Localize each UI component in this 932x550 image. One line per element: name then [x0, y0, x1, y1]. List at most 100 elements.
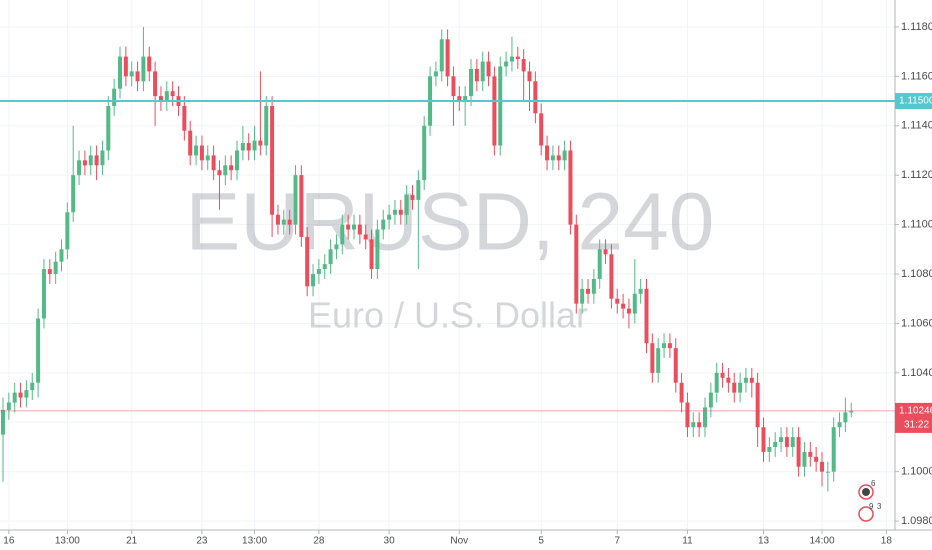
candle-body — [59, 249, 64, 262]
candle-body — [112, 88, 117, 106]
candle-body — [679, 382, 684, 403]
x-tick-label: 13:00 — [242, 536, 267, 547]
candle-body — [615, 298, 620, 304]
candle-body — [533, 81, 538, 114]
candle-body — [6, 402, 11, 410]
candle-body — [673, 348, 678, 383]
event-badge-inner — [862, 488, 870, 496]
candle-body — [492, 76, 497, 146]
candle-body — [486, 61, 491, 77]
candle-body — [509, 56, 514, 62]
candle-body — [328, 249, 333, 265]
candle-body — [135, 71, 140, 82]
candle-body — [650, 343, 655, 373]
candle-body — [609, 254, 614, 299]
last-price-label: 1.10246 — [899, 406, 932, 417]
candle-body — [574, 224, 579, 304]
candle-body — [240, 143, 245, 151]
candle-body — [621, 303, 626, 309]
watermark-subtitle: Euro / U.S. Dollar — [308, 295, 588, 336]
candle-body — [802, 451, 807, 467]
candle-body — [381, 219, 386, 230]
candle-body — [626, 308, 631, 314]
y-tick-label: 1.10600 — [901, 317, 932, 329]
candle-body — [199, 145, 204, 161]
candle-body — [410, 194, 415, 200]
horizontal-line-label: 1.11500 — [899, 96, 932, 107]
candle-body — [825, 471, 830, 473]
candle-body — [439, 39, 444, 72]
candle-body — [796, 437, 801, 467]
candle-body — [287, 219, 292, 225]
candle-body — [53, 261, 58, 275]
candle-body — [738, 382, 743, 393]
candle-body — [463, 96, 468, 102]
x-tick-label: 30 — [384, 536, 396, 547]
candle-body — [299, 175, 304, 237]
event-badge-count: 6 — [871, 479, 876, 488]
candle-body — [580, 288, 585, 304]
candle-body — [106, 106, 111, 151]
candle-body — [550, 155, 555, 161]
candle-body — [732, 382, 737, 393]
candle-body — [252, 140, 257, 151]
x-tick-label: 13:00 — [55, 536, 80, 547]
candle-body — [100, 150, 105, 166]
candle-body — [1, 409, 5, 435]
x-tick-label: 16 — [3, 536, 15, 547]
candle-body — [433, 71, 438, 77]
candle-body — [322, 264, 327, 270]
candle-body — [352, 224, 356, 230]
candle-body — [632, 293, 637, 314]
candle-body — [363, 234, 368, 240]
candle-body — [77, 160, 82, 176]
candle-body — [445, 39, 450, 77]
x-tick-label: 21 — [126, 536, 138, 547]
candle-body — [375, 229, 380, 270]
candle-body — [691, 422, 696, 428]
y-tick-label: 1.11400 — [901, 120, 932, 132]
candle-body — [755, 382, 760, 428]
x-tick-label: 18 — [881, 536, 893, 547]
candle-body — [141, 56, 146, 82]
candle-body — [603, 249, 608, 255]
candle-body — [568, 150, 573, 225]
candle-body — [398, 209, 403, 215]
candle-body — [404, 194, 409, 215]
candle-body — [41, 269, 46, 319]
candle-body — [708, 392, 713, 408]
candle-body — [305, 236, 310, 287]
candle-body — [88, 155, 93, 166]
candle-body — [562, 150, 567, 161]
candle-body — [316, 269, 321, 275]
candle-body — [258, 140, 263, 146]
x-tick-label: 7 — [614, 536, 620, 547]
candle-body — [18, 392, 23, 398]
candle-body — [597, 249, 602, 279]
x-tick-label: 23 — [196, 536, 208, 547]
candle-body — [293, 175, 298, 225]
candle-body — [667, 343, 672, 349]
candle-body — [416, 180, 421, 200]
candle-body — [281, 219, 286, 225]
watermark-title: EURUSD, 240 — [186, 177, 715, 268]
candle-body — [545, 145, 550, 161]
candle-body — [515, 56, 520, 60]
countdown: 31:22 — [904, 420, 929, 431]
candle-body — [422, 125, 427, 181]
candle-body — [451, 76, 456, 97]
candle-body — [158, 96, 163, 102]
candle-body — [229, 165, 234, 171]
candle-body — [837, 422, 842, 428]
candle-body — [369, 239, 374, 270]
candle-body — [662, 343, 667, 349]
candle-body — [340, 224, 345, 245]
candle-body — [217, 170, 222, 176]
candle-body — [129, 71, 134, 77]
candle-body — [697, 422, 702, 428]
candle-body — [246, 143, 251, 151]
horizontal-line-tag — [895, 93, 932, 110]
candle-body — [743, 377, 748, 383]
candle-body — [504, 61, 509, 67]
